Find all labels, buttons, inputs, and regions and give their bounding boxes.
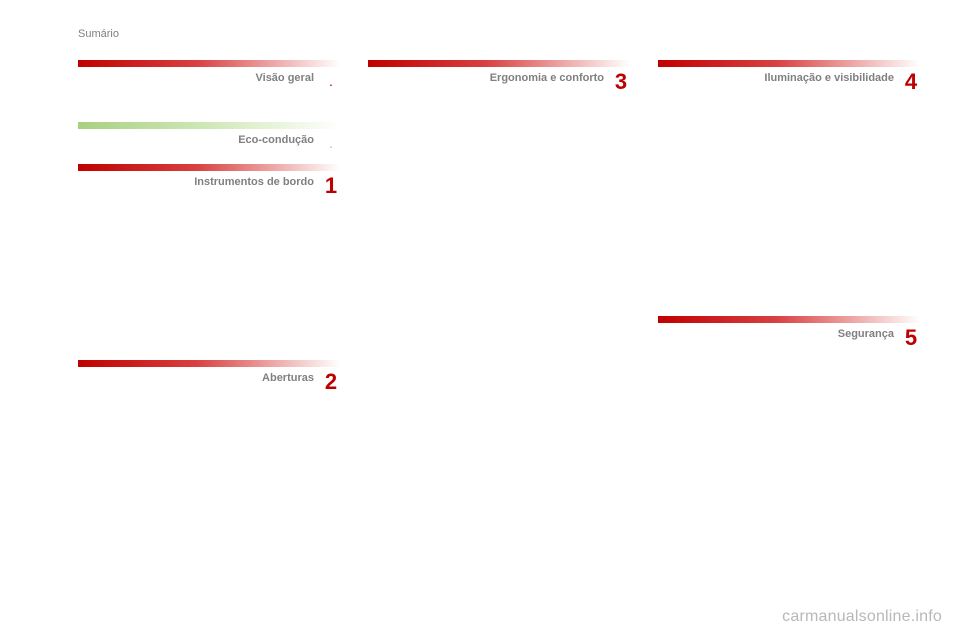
section-bar [78,60,340,67]
section-marker: 3 [612,72,630,92]
section-title: Segurança [658,328,902,340]
section-marker: 2 [322,372,340,392]
section-header: Visão geral . [78,72,340,88]
section-title: Ergonomia e conforto [368,72,612,84]
column-1: Visão geral . Eco-condução . Instrumento… [78,60,340,406]
spacer [658,106,920,316]
section-header: Instrumentos de bordo 1 [78,176,340,196]
section-marker: . [322,134,340,150]
section-title: Aberturas [78,372,322,384]
section-marker: . [322,72,340,88]
section-iluminacao: Iluminação e visibilidade 4 [658,60,920,92]
section-bar [78,360,340,367]
section-bar [658,60,920,67]
section-header: Segurança 5 [658,328,920,348]
section-header: Eco-condução . [78,134,340,150]
section-eco-conducao: Eco-condução . [78,122,340,150]
columns-container: Visão geral . Eco-condução . Instrumento… [78,60,920,406]
section-marker: 1 [322,176,340,196]
section-visao-geral: Visão geral . [78,60,340,88]
section-seguranca: Segurança 5 [658,316,920,348]
section-title: Iluminação e visibilidade [658,72,902,84]
section-aberturas: Aberturas 2 [78,360,340,392]
section-header: Aberturas 2 [78,372,340,392]
column-2: Ergonomia e conforto 3 [368,60,630,406]
section-bar [658,316,920,323]
section-title: Instrumentos de bordo [78,176,322,188]
section-ergonomia: Ergonomia e conforto 3 [368,60,630,92]
section-bar [368,60,630,67]
section-title: Eco-condução [78,134,322,146]
section-title: Visão geral [78,72,322,84]
page-title: Sumário [78,28,119,40]
watermark: carmanualsonline.info [782,608,942,626]
section-header: Ergonomia e conforto 3 [368,72,630,92]
section-marker: 5 [902,328,920,348]
section-header: Iluminação e visibilidade 4 [658,72,920,92]
section-marker: 4 [902,72,920,92]
column-3: Iluminação e visibilidade 4 Segurança 5 [658,60,920,406]
spacer [78,102,340,122]
section-bar [78,164,340,171]
spacer [78,210,340,360]
section-bar [78,122,340,129]
section-instrumentos: Instrumentos de bordo 1 [78,164,340,196]
